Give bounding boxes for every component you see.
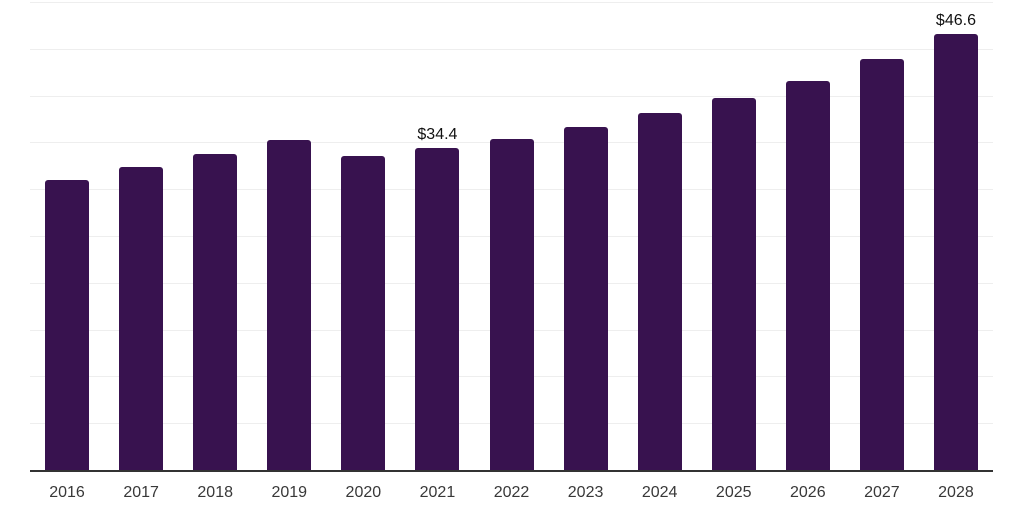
bar-2019 [267,139,312,470]
x-axis-label-2018: 2018 [197,484,233,501]
bar-2028 [933,33,978,470]
x-axis-label-2025: 2025 [715,484,752,501]
bar-2016 [45,179,90,470]
x-axis-label-2021: 2021 [419,484,456,501]
bar-2020 [341,155,386,470]
plot-area: $34.4 $46.6 [30,2,993,472]
x-axis-label-2028: 2028 [938,484,974,501]
data-label-2028: $46.6 [935,11,976,29]
x-axis-label-2023: 2023 [567,484,604,501]
x-axis-label-2022: 2022 [493,484,530,501]
x-axis-label-2027: 2027 [864,484,900,501]
bar-2027 [859,59,904,470]
x-axis-label-2019: 2019 [271,484,308,501]
x-axis-label-2017: 2017 [123,484,159,501]
gridline [30,48,993,50]
x-axis-label-2016: 2016 [49,484,85,501]
bar-2021 [415,148,460,470]
x-axis: 2016 2017 2018 2019 2020 2021 2022 2023 2024 2025… [30,472,993,512]
bar-2026 [785,80,830,470]
x-axis-label-2020: 2020 [345,484,382,501]
bar-2023 [563,127,608,470]
bar-2025 [711,98,756,470]
bar-2018 [193,153,238,470]
x-axis-label-2024: 2024 [641,484,678,501]
bar-2022 [489,138,534,470]
bar-2017 [119,166,164,470]
gridline [30,95,993,97]
gridline [30,2,993,3]
data-label-2021: $34.4 [417,126,458,144]
bar-2024 [637,113,682,470]
x-axis-label-2026: 2026 [790,484,826,501]
